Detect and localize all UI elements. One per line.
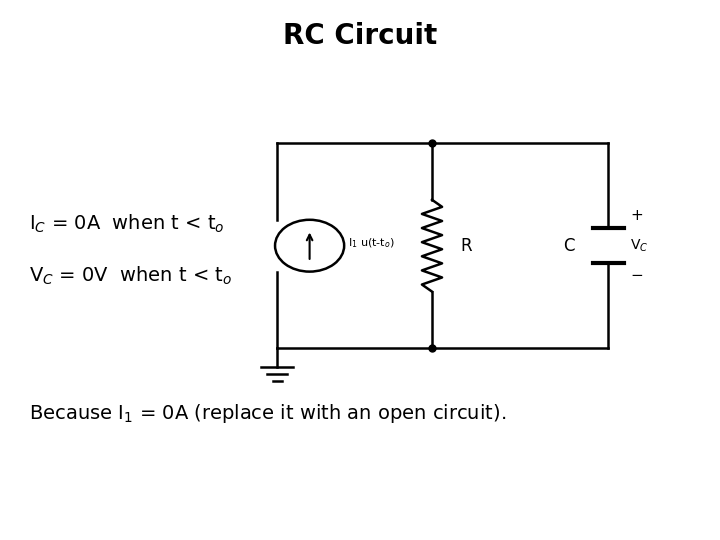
Text: RC Circuit: RC Circuit <box>283 22 437 50</box>
Text: C: C <box>563 237 575 255</box>
Text: −: − <box>630 268 643 283</box>
Text: I$_1$ u(t-t$_o$): I$_1$ u(t-t$_o$) <box>348 236 395 250</box>
Text: V$_C$ = 0V  when t < t$_o$: V$_C$ = 0V when t < t$_o$ <box>29 264 232 287</box>
Text: I$_C$ = 0A  when t < t$_o$: I$_C$ = 0A when t < t$_o$ <box>29 213 225 235</box>
Text: Because I$_1$ = 0A (replace it with an open circuit).: Because I$_1$ = 0A (replace it with an o… <box>29 402 506 424</box>
Text: V$_C$: V$_C$ <box>630 238 649 254</box>
Text: +: + <box>630 208 643 224</box>
Text: R: R <box>460 237 472 255</box>
